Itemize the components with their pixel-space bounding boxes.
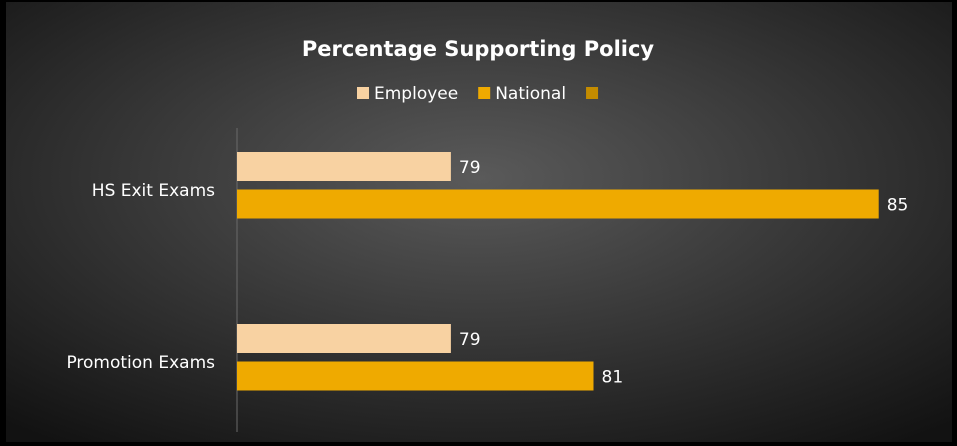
y-tick-label: Promotion Exams <box>66 353 215 373</box>
bar <box>237 324 451 353</box>
value-label: 79 <box>459 158 481 178</box>
chart-title: Percentage Supporting Policy <box>302 37 655 61</box>
legend-label: Employee <box>374 84 458 104</box>
bar <box>237 152 451 181</box>
legend-swatch <box>357 87 369 99</box>
legend-label: National <box>495 84 566 104</box>
value-label: 81 <box>602 368 624 388</box>
bar <box>237 189 879 219</box>
legend-swatch <box>586 87 599 99</box>
value-label: 79 <box>459 330 481 350</box>
value-label: 85 <box>887 196 909 216</box>
legend-swatch <box>478 87 491 99</box>
y-tick-label: HS Exit Exams <box>92 181 215 201</box>
bar <box>237 361 594 391</box>
